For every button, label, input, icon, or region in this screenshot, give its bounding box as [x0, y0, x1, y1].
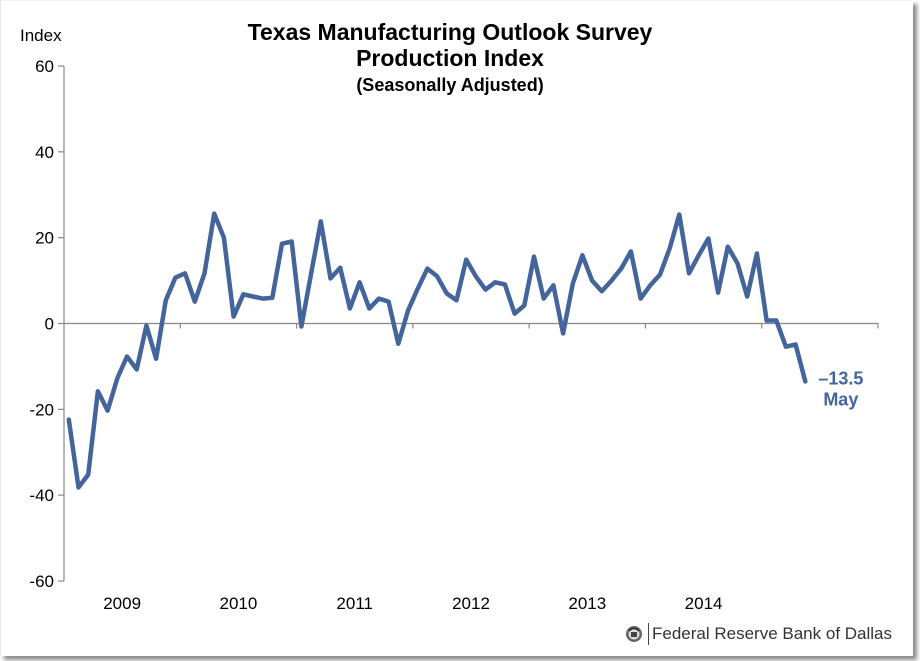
- y-tick-label: -40: [29, 486, 54, 505]
- y-tick-label: 60: [35, 57, 54, 76]
- x-tick-label: 2013: [568, 594, 606, 613]
- chart-subtitle: Production Index: [356, 45, 544, 71]
- axes: [63, 66, 878, 581]
- x-ticks: 2009 2010 2011 2012 2013 2014: [103, 323, 879, 613]
- chart-title: Texas Manufacturing Outlook Survey: [247, 19, 653, 45]
- x-tick-label: 2010: [220, 594, 258, 613]
- x-tick-label: 2009: [103, 594, 141, 613]
- federal-reserve-seal-icon: [625, 623, 649, 645]
- chart-note: (Seasonally Adjusted): [356, 75, 544, 95]
- annotation-value: –13.5: [818, 368, 863, 388]
- credit-text: Federal Reserve Bank of Dallas: [652, 624, 893, 643]
- y-tick-label: 40: [35, 143, 54, 162]
- y-tick-label: 20: [35, 229, 54, 248]
- x-tick-label: 2014: [685, 594, 723, 613]
- x-tick-label: 2012: [452, 594, 490, 613]
- y-ticks: 60 40 20 0 -20 -40 -60: [29, 57, 64, 591]
- data-points: [68, 213, 806, 488]
- series-line-production-index: [66, 211, 808, 490]
- annotation-month: May: [823, 389, 858, 409]
- y-tick-label: -20: [29, 400, 54, 419]
- y-axis-label: Index: [20, 26, 62, 45]
- x-tick-label: 2011: [336, 594, 373, 613]
- y-tick-label: 0: [45, 315, 54, 334]
- credit: Federal Reserve Bank of Dallas: [625, 623, 892, 645]
- y-tick-label: -60: [29, 572, 54, 591]
